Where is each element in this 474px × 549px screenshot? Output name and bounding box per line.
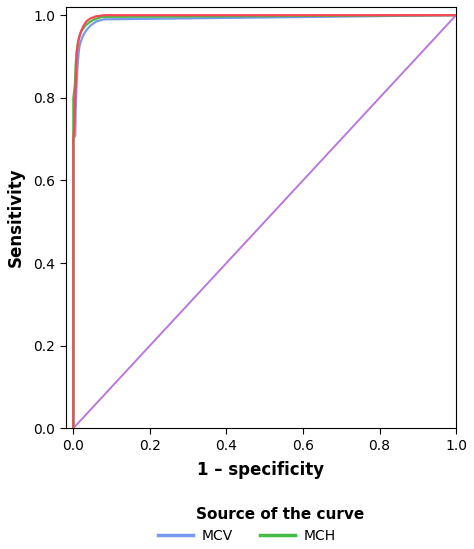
Legend: MCV, MRC, MCH, Reference line: MCV, MRC, MCH, Reference line — [158, 507, 402, 549]
Y-axis label: Sensitivity: Sensitivity — [7, 168, 25, 267]
X-axis label: 1 – specificity: 1 – specificity — [197, 461, 324, 479]
